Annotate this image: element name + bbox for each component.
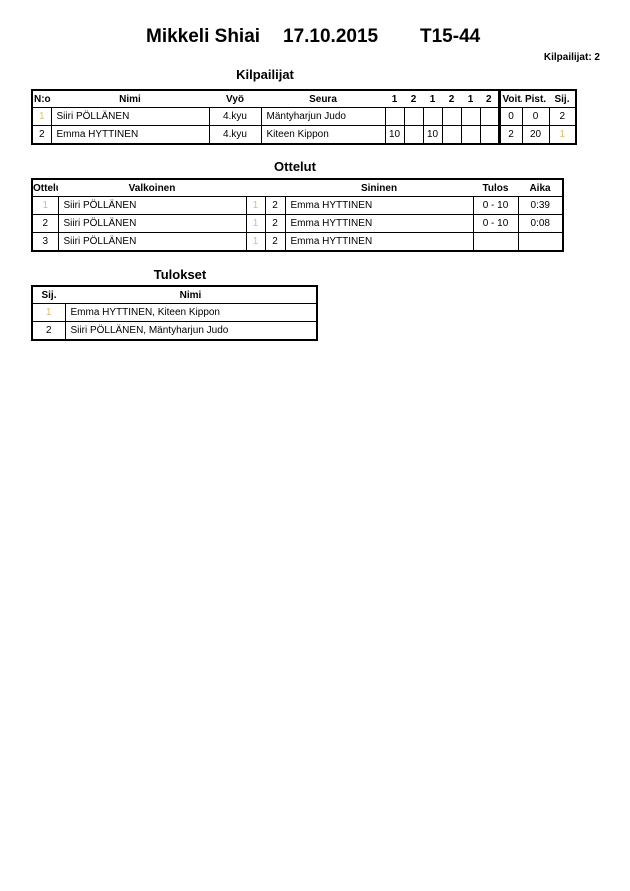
cell-score: 10 [422,125,443,145]
col-score: 1 [423,90,442,108]
cell-score [384,107,405,126]
cell-blue: Emma HYTTINEN [284,214,474,233]
cell-wins: 2 [497,125,523,145]
cell-result: 0 - 10 [472,196,519,215]
matches-table: Ottelu Valkoinen Sininen Tulos Aika 1 Si… [31,178,564,252]
table-row: 1 Siiri PÖLLÄNEN 4.kyu Mäntyharjun Judo … [31,107,577,126]
results-table: Sij. Nimi 1 Emma HYTTINEN, Kiteen Kippon… [31,285,318,341]
event-date: 17.10.2015 [283,26,379,47]
col-no: N:o [32,90,51,108]
cell-score [403,107,424,126]
cell-white-no: 1 [245,214,266,233]
kilpailijat-title: Kilpailijat [236,67,294,82]
cell-white-no: 1 [245,232,266,252]
cell-blue-no: 2 [264,196,286,215]
table-header: Ottelu Valkoinen Sininen Tulos Aika [32,179,563,197]
cell-blue: Emma HYTTINEN [284,232,474,252]
col-wins: Voit. [497,90,522,108]
table-row: 2 Emma HYTTINEN 4.kyu Kiteen Kippon 10 1… [31,125,577,145]
table-row: 3 Siiri PÖLLÄNEN 1 2 Emma HYTTINEN [31,232,564,252]
cell-white-no: 1 [245,196,266,215]
col-name: Nimi [65,286,317,304]
cell-time [517,232,564,252]
table-header: Sij. Nimi [32,286,317,304]
cell-white: Siiri PÖLLÄNEN [57,196,247,215]
cell-score [403,125,424,145]
cell-result [472,232,519,252]
cell-result: 0 - 10 [472,214,519,233]
cell-score [441,125,462,145]
cell-club: Kiteen Kippon [260,125,386,145]
col-white: Valkoinen [58,179,246,197]
col-score: 2 [442,90,461,108]
cell-points: 20 [521,125,550,145]
table-row: 2 Siiri PÖLLÄNEN 1 2 Emma HYTTINEN 0 - 1… [31,214,564,233]
cell-score: 10 [384,125,405,145]
cell-score [460,107,481,126]
cell-white: Siiri PÖLLÄNEN [57,232,247,252]
cell-no: 2 [31,125,52,145]
cell-belt: 4.kyu [208,125,262,145]
cell-score [479,107,500,126]
cell-score [441,107,462,126]
tulokset-title: Tulokset [153,267,207,282]
event-name: Mikkeli Shiai [146,26,261,47]
table-row: 1 Emma HYTTINEN, Kiteen Kippon [31,303,318,322]
cell-wins: 0 [497,107,523,126]
cell-time: 0:39 [517,196,564,215]
cell-rank: 2 [548,107,577,126]
table-row: 1 Siiri PÖLLÄNEN 1 2 Emma HYTTINEN 0 - 1… [31,196,564,215]
col-blue: Sininen [285,179,473,197]
category: T15-44 [420,26,481,47]
col-score: 2 [480,90,499,108]
col-score: 1 [461,90,480,108]
ottelut-title: Ottelut [274,159,316,174]
col-club: Seura [261,90,385,108]
cell-name: Siiri PÖLLÄNEN, Mäntyharjun Judo [64,321,318,341]
col-points: Pist. [522,90,549,108]
cell-name: Emma HYTTINEN, Kiteen Kippon [64,303,318,322]
cell-blue-no: 2 [264,214,286,233]
cell-time: 0:08 [517,214,564,233]
competitors-count: Kilpailijat: 2 [543,52,600,63]
cell-name: Siiri PÖLLÄNEN [50,107,210,126]
table-row: 2 Siiri PÖLLÄNEN, Mäntyharjun Judo [31,321,318,341]
cell-blue-no: 2 [264,232,286,252]
col-result: Tulos [473,179,518,197]
cell-rank: 2 [31,321,66,341]
cell-score [460,125,481,145]
col-time: Aika [518,179,563,197]
cell-rank: 1 [548,125,577,145]
cell-match: 1 [31,196,59,215]
cell-match: 2 [31,214,59,233]
col-name: Nimi [51,90,209,108]
cell-points: 0 [521,107,550,126]
cell-score [422,107,443,126]
cell-blue: Emma HYTTINEN [284,196,474,215]
col-rank: Sij. [549,90,576,108]
col-belt: Vyö [209,90,261,108]
cell-club: Mäntyharjun Judo [260,107,386,126]
col-rank: Sij. [32,286,65,304]
cell-white: Siiri PÖLLÄNEN [57,214,247,233]
cell-match: 3 [31,232,59,252]
cell-rank: 1 [31,303,66,322]
competitors-table: N:o Nimi Vyö Seura 1 2 1 2 1 2 Voit. Pis… [31,89,577,145]
cell-score [479,125,500,145]
col-score: 1 [385,90,404,108]
cell-no: 1 [31,107,52,126]
cell-name: Emma HYTTINEN [50,125,210,145]
col-score: 2 [404,90,423,108]
col-match: Ottelu [32,179,58,197]
cell-belt: 4.kyu [208,107,262,126]
table-header: N:o Nimi Vyö Seura 1 2 1 2 1 2 Voit. Pis… [32,90,576,108]
